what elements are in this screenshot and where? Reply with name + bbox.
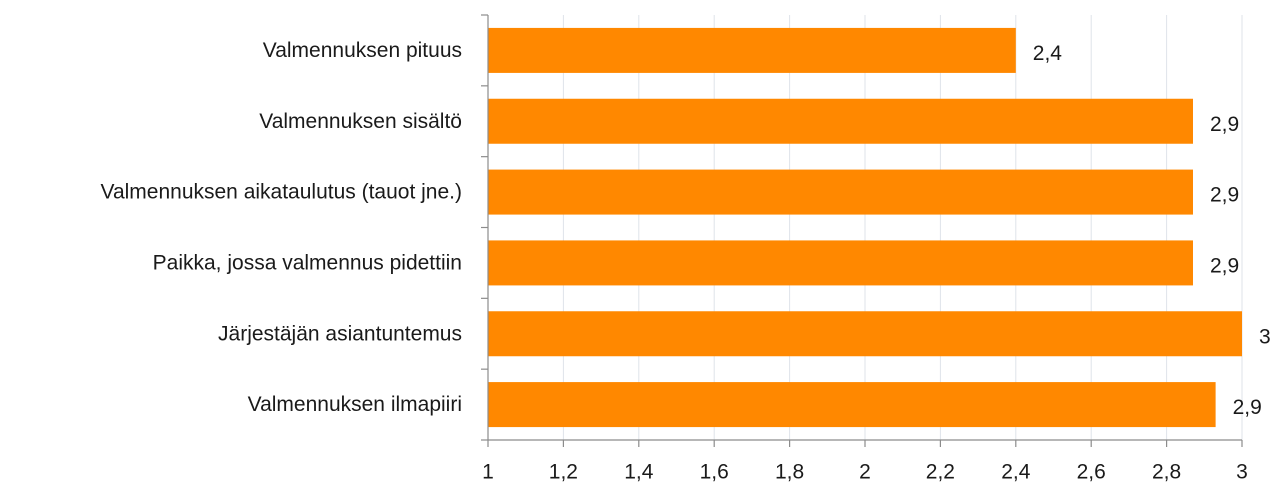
category-label: Järjestäjän asiantuntemus: [218, 322, 462, 345]
bar: [488, 27, 1016, 73]
category-label: Paikka, jossa valmennus pidettiin: [153, 251, 462, 274]
data-label: 2,9: [1210, 113, 1239, 136]
x-tick-label: 1,4: [624, 461, 654, 484]
category-label: Valmennuksen ilmapiiri: [248, 393, 462, 416]
bar: [488, 98, 1193, 144]
x-tick-label: 2,4: [1001, 461, 1031, 484]
data-label: 2,9: [1210, 254, 1239, 277]
data-label: 2,9: [1233, 396, 1262, 419]
category-label: Valmennuksen aikataulutus (tauot jne.): [101, 181, 463, 204]
x-tick-label: 1,8: [775, 461, 804, 484]
data-label: 2,9: [1210, 184, 1239, 207]
bar: [488, 382, 1216, 428]
x-tick-label: 3: [1236, 461, 1248, 484]
bar: [488, 240, 1193, 286]
x-tick-label: 2,8: [1152, 461, 1181, 484]
bar: [488, 311, 1242, 357]
data-label: 2,4: [1033, 42, 1063, 65]
bar: [488, 169, 1193, 215]
labels: Valmennuksen pituus 2,4 Valmennuksen sisäl…: [101, 39, 1271, 484]
bars: [488, 27, 1242, 428]
x-tick-label: 1,6: [700, 461, 729, 484]
gridlines: [562, 15, 1243, 440]
category-label: Valmennuksen sisältö: [259, 110, 462, 133]
x-tick-label: 1: [482, 461, 494, 484]
category-label: Valmennuksen pituus: [263, 39, 462, 62]
x-tick-label: 2: [859, 461, 871, 484]
data-label: 3: [1259, 325, 1271, 348]
x-tick-label: 1,2: [549, 461, 578, 484]
x-tick-label: 2,6: [1077, 461, 1106, 484]
axes: [481, 14, 1243, 447]
x-tick-label: 2,2: [926, 461, 955, 484]
